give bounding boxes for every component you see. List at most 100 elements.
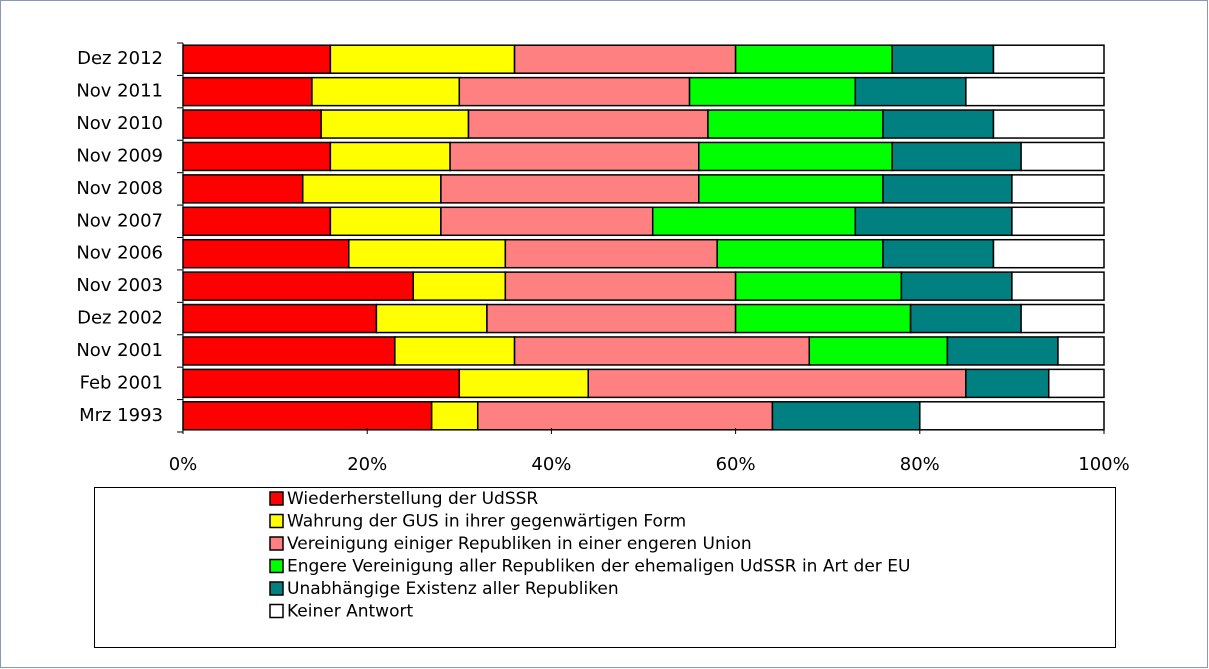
legend-swatch: [269, 603, 284, 619]
bar-segment: [734, 303, 912, 334]
legend-swatch: [269, 558, 284, 574]
bar-segment: [909, 303, 1022, 334]
legend-label: Unabhängige Existenz aller Republiken: [287, 579, 619, 599]
y-tick-label: Mrz 1993: [79, 405, 163, 426]
bar-segment: [992, 44, 1105, 74]
bar-segment: [486, 303, 737, 334]
bar-segment: [698, 141, 893, 172]
bar-segment: [449, 141, 700, 172]
legend-label: Vereinigung einiger Republiken in einer …: [287, 534, 752, 554]
bar-segment: [430, 401, 479, 431]
bar-segment: [182, 206, 332, 237]
x-tick-label: 20%: [347, 454, 387, 475]
bar-segment: [375, 303, 488, 334]
bar-segment: [734, 44, 893, 74]
bar-segment: [587, 368, 967, 399]
bar-segment: [467, 109, 709, 139]
bar-segment: [182, 368, 461, 399]
legend-label: Wahrung der GUS in ihrer gegenwärtigen F…: [287, 512, 686, 532]
legend-swatch: [269, 536, 284, 551]
bar-segment: [182, 238, 350, 269]
legend-swatch: [269, 513, 284, 529]
y-tick-label: Nov 2009: [76, 145, 163, 166]
bar-segment: [854, 206, 1013, 237]
bar-segment: [771, 401, 921, 431]
bar-segment: [476, 401, 774, 431]
bar-segment: [900, 271, 1013, 301]
bar-segment: [329, 44, 516, 74]
bar-segment: [182, 336, 396, 366]
bar-segment: [992, 238, 1105, 269]
bar-segment: [504, 238, 718, 269]
bar-segment: [348, 238, 507, 269]
bar-segment: [329, 206, 442, 237]
bar-segment: [882, 109, 995, 139]
bar-segment: [458, 76, 691, 107]
bar-segment: [688, 76, 857, 107]
legend-box: [94, 487, 1116, 648]
bar-segment: [320, 109, 470, 139]
bar-segment: [412, 271, 507, 301]
y-tick-label: Nov 2006: [76, 243, 163, 264]
bar-segment: [1011, 206, 1105, 237]
bar-segment: [182, 44, 332, 74]
y-tick-label: Dez 2002: [77, 308, 163, 329]
bar-segment: [808, 336, 949, 366]
bar-segment: [891, 141, 1022, 172]
y-tick-label: Nov 2011: [76, 81, 163, 102]
bar-segment: [329, 141, 451, 172]
x-tick-label: 0%: [169, 454, 198, 475]
bar-segment: [734, 271, 903, 301]
bar-segment: [440, 174, 700, 204]
bar-segment: [651, 206, 857, 237]
bar-segment: [992, 109, 1105, 139]
bar-segment: [440, 206, 654, 237]
bar-segment: [965, 368, 1050, 399]
legend-label: Keiner Antwort: [287, 602, 413, 622]
y-tick-label: Nov 2003: [76, 275, 163, 296]
bar-segment: [182, 76, 313, 107]
bar-segment: [854, 76, 967, 107]
bar-segment: [919, 401, 1105, 431]
y-tick-label: Nov 2007: [76, 210, 163, 231]
bar-segment: [301, 174, 442, 204]
legend-label: Engere Vereinigung aller Republiken der …: [287, 557, 910, 577]
x-tick-label: 60%: [716, 454, 756, 475]
legend-label: Wiederherstellung der UdSSR: [287, 489, 538, 509]
bar-segment: [182, 141, 332, 172]
bar-segment: [394, 336, 516, 366]
bar-segment: [707, 109, 884, 139]
bar-segment: [946, 336, 1059, 366]
legend-swatch: [269, 581, 284, 596]
bar-segment: [182, 303, 378, 334]
y-tick-label: Feb 2001: [80, 372, 163, 393]
bar-segment: [716, 238, 884, 269]
bar-segment: [1057, 336, 1105, 366]
bar-segment: [965, 76, 1105, 107]
y-tick-label: Dez 2012: [77, 48, 163, 69]
bar-segment: [1020, 141, 1105, 172]
bar-segment: [182, 174, 304, 204]
x-tick-label: 80%: [900, 454, 940, 475]
y-tick-label: Nov 2001: [76, 340, 163, 361]
bar-segment: [1011, 174, 1105, 204]
bar-segment: [513, 336, 811, 366]
bar-segment: [458, 368, 589, 399]
bar-segment: [513, 44, 737, 74]
bar-segment: [182, 401, 433, 431]
legend-swatch: [269, 491, 284, 506]
x-tick-label: 100%: [1078, 454, 1129, 475]
bar-segment: [698, 174, 884, 204]
y-tick-label: Nov 2010: [76, 113, 163, 134]
bar-segment: [504, 271, 737, 301]
bar-segment: [882, 174, 1013, 204]
bar-segment: [1011, 271, 1105, 301]
bar-segment: [1047, 368, 1105, 399]
bar-segment: [182, 109, 322, 139]
bar-segment: [182, 271, 414, 301]
bar-segment: [891, 44, 995, 74]
y-tick-label: Nov 2008: [76, 178, 163, 199]
bar-segment: [311, 76, 461, 107]
x-tick-label: 40%: [531, 454, 571, 475]
